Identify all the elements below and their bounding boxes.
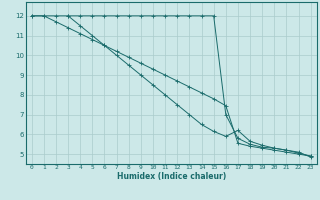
X-axis label: Humidex (Indice chaleur): Humidex (Indice chaleur) — [116, 172, 226, 181]
